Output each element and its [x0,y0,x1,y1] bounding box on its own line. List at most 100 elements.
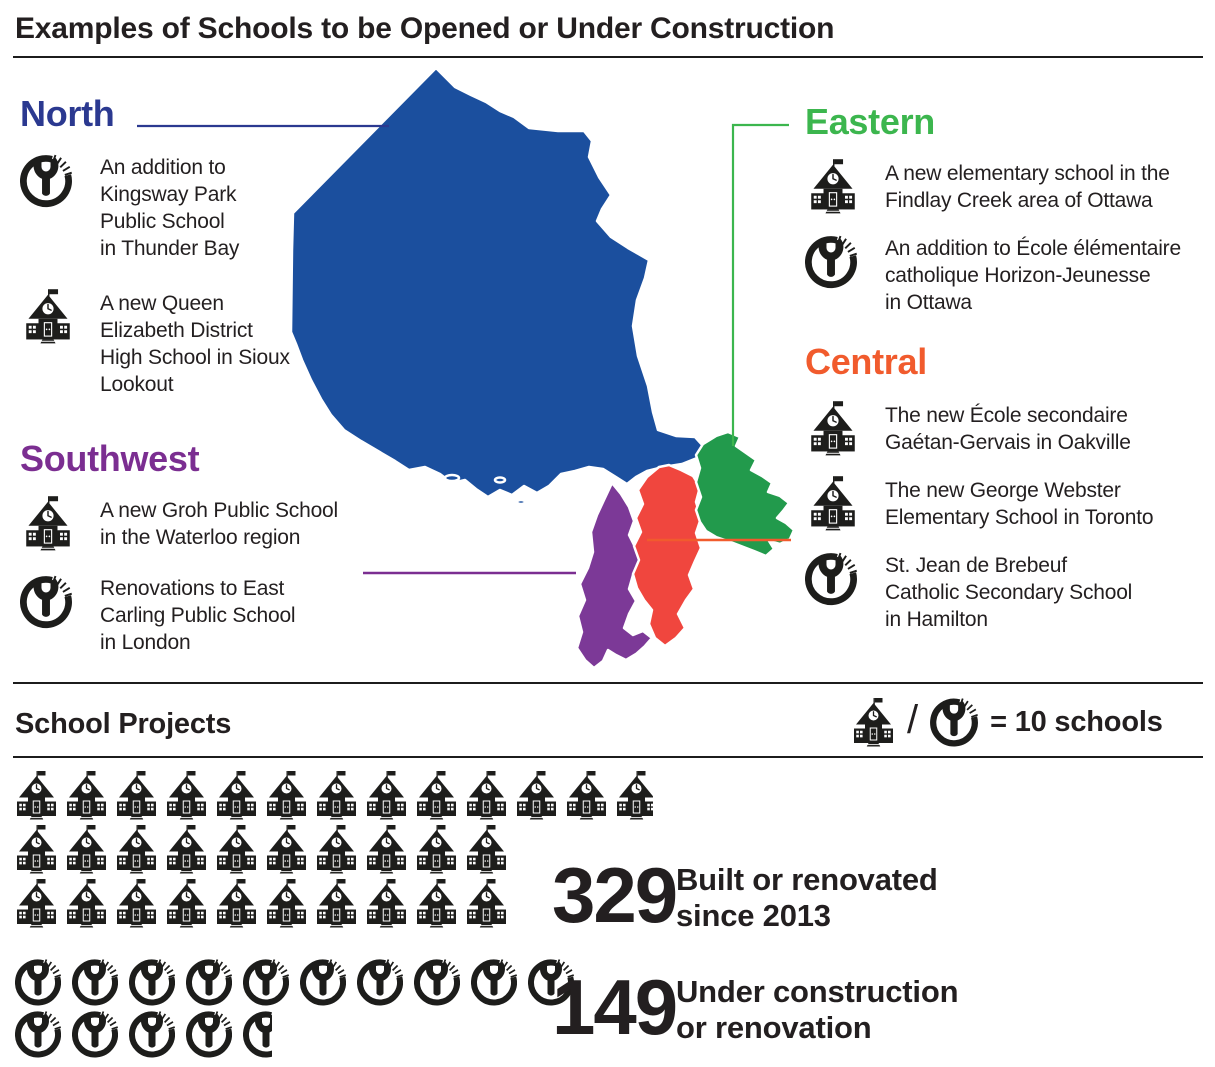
school-icon [15,770,58,820]
school-icon [265,770,308,820]
region-eastern: Eastern A new elementary school in the F… [805,100,1210,316]
region-item-text: An addition to Kingsway Park Public Scho… [100,156,240,260]
school-icon [65,824,108,874]
region-item: The new École secondaire Gaétan-Gervais … [805,400,1210,456]
wrench-icon [243,1009,272,1059]
pictograph-legend: / = 10 schools [852,694,1163,750]
school-icon [805,158,885,214]
school-icon [315,824,358,874]
pictograph-row [15,1009,574,1059]
school-icon [565,770,608,820]
region-item-text: A new elementary school in the Findlay C… [885,162,1170,212]
region-north: North An addition to Kingsway Park Publi… [20,92,400,398]
region-item-text: The new École secondaire Gaétan-Gervais … [885,404,1131,454]
school-icon [215,824,258,874]
region-item: The new George Webster Elementary School… [805,475,1210,531]
wrench-icon [129,1009,175,1059]
school-icon [315,878,358,928]
projects-heading: School Projects [15,708,232,740]
region-item-text: An addition to École élémentaire catholi… [885,237,1181,314]
map-region-central [631,463,703,648]
region-item-text: St. Jean de Brebeuf Catholic Secondary S… [885,554,1133,631]
school-icon [20,495,100,551]
region-item-text: A new Queen Elizabeth District High Scho… [100,292,290,396]
wrench-icon [300,957,346,1007]
region-eastern-heading: Eastern [805,101,935,142]
title-divider [13,56,1203,58]
pictograph-row [15,770,653,820]
region-southwest-heading: Southwest [20,438,200,479]
school-icon [15,878,58,928]
school-icon [415,824,458,874]
wrench-icon [805,550,885,607]
region-item-text: Renovations to East Carling Public Schoo… [100,577,296,654]
school-icon [165,878,208,928]
wrench-icon [186,1009,232,1059]
region-north-heading: North [20,93,115,134]
wrench-icon [805,233,885,290]
map-island [443,473,461,483]
region-item-text: The new George Webster Elementary School… [885,479,1154,529]
wrench-icon [243,957,289,1007]
school-icon [365,824,408,874]
stat-value-built: 329 [552,851,678,939]
projects-divider [13,756,1203,758]
wrench-icon [15,1009,61,1059]
region-item-text: A new Groh Public School in the Waterloo… [100,499,339,549]
school-icon [805,475,885,531]
school-icon [465,770,508,820]
wrench-icon [414,957,460,1007]
school-icon [805,400,885,456]
section-divider [13,682,1203,684]
school-icon [20,288,100,344]
wrench-icon [357,957,403,1007]
school-icon [415,878,458,928]
pictograph-under-construction [15,957,574,1061]
wrench-icon [72,1009,118,1059]
region-item: An addition to École élémentaire catholi… [805,233,1210,316]
school-icon [852,697,895,747]
stat-label-under-construction: Under construction or renovation [676,974,959,1045]
region-item: Renovations to East Carling Public Schoo… [20,573,400,656]
wrench-icon [129,957,175,1007]
legend-slash: / [907,698,919,742]
school-icon [115,878,158,928]
school-icon [365,878,408,928]
school-icon [515,770,558,820]
region-central: Central The new École secondaire Gaétan-… [805,340,1210,633]
wrench-icon [930,696,978,748]
legend-text: = 10 schools [990,705,1163,738]
school-icon [215,878,258,928]
wrench-icon [20,152,100,209]
school-icon [465,824,508,874]
pictograph-row [15,957,574,1007]
wrench-icon [20,573,100,630]
wrench-icon [72,957,118,1007]
stat-label-built: Built or renovated since 2013 [676,862,938,933]
region-item: A new Groh Public School in the Waterloo… [20,495,400,551]
school-icon [315,770,358,820]
school-icon [115,770,158,820]
region-item: A new Queen Elizabeth District High Scho… [20,288,400,398]
school-icon [465,878,508,928]
school-icon [615,770,653,820]
map-island [493,476,507,484]
page-title: Examples of Schools to be Opened or Unde… [15,12,835,45]
school-icon [15,824,58,874]
wrench-icon [15,957,61,1007]
wrench-icon [186,957,232,1007]
map-region-eastern [694,430,796,558]
school-icon [365,770,408,820]
region-central-heading: Central [805,341,927,382]
region-southwest: Southwest A new Groh Public School in th… [20,437,400,656]
region-item: A new elementary school in the Findlay C… [805,158,1210,214]
map-island [515,498,527,506]
school-icon [165,824,208,874]
school-icon [415,770,458,820]
school-icon [265,824,308,874]
school-icon [215,770,258,820]
wrench-icon [471,957,517,1007]
school-icon [65,878,108,928]
school-icon [165,770,208,820]
